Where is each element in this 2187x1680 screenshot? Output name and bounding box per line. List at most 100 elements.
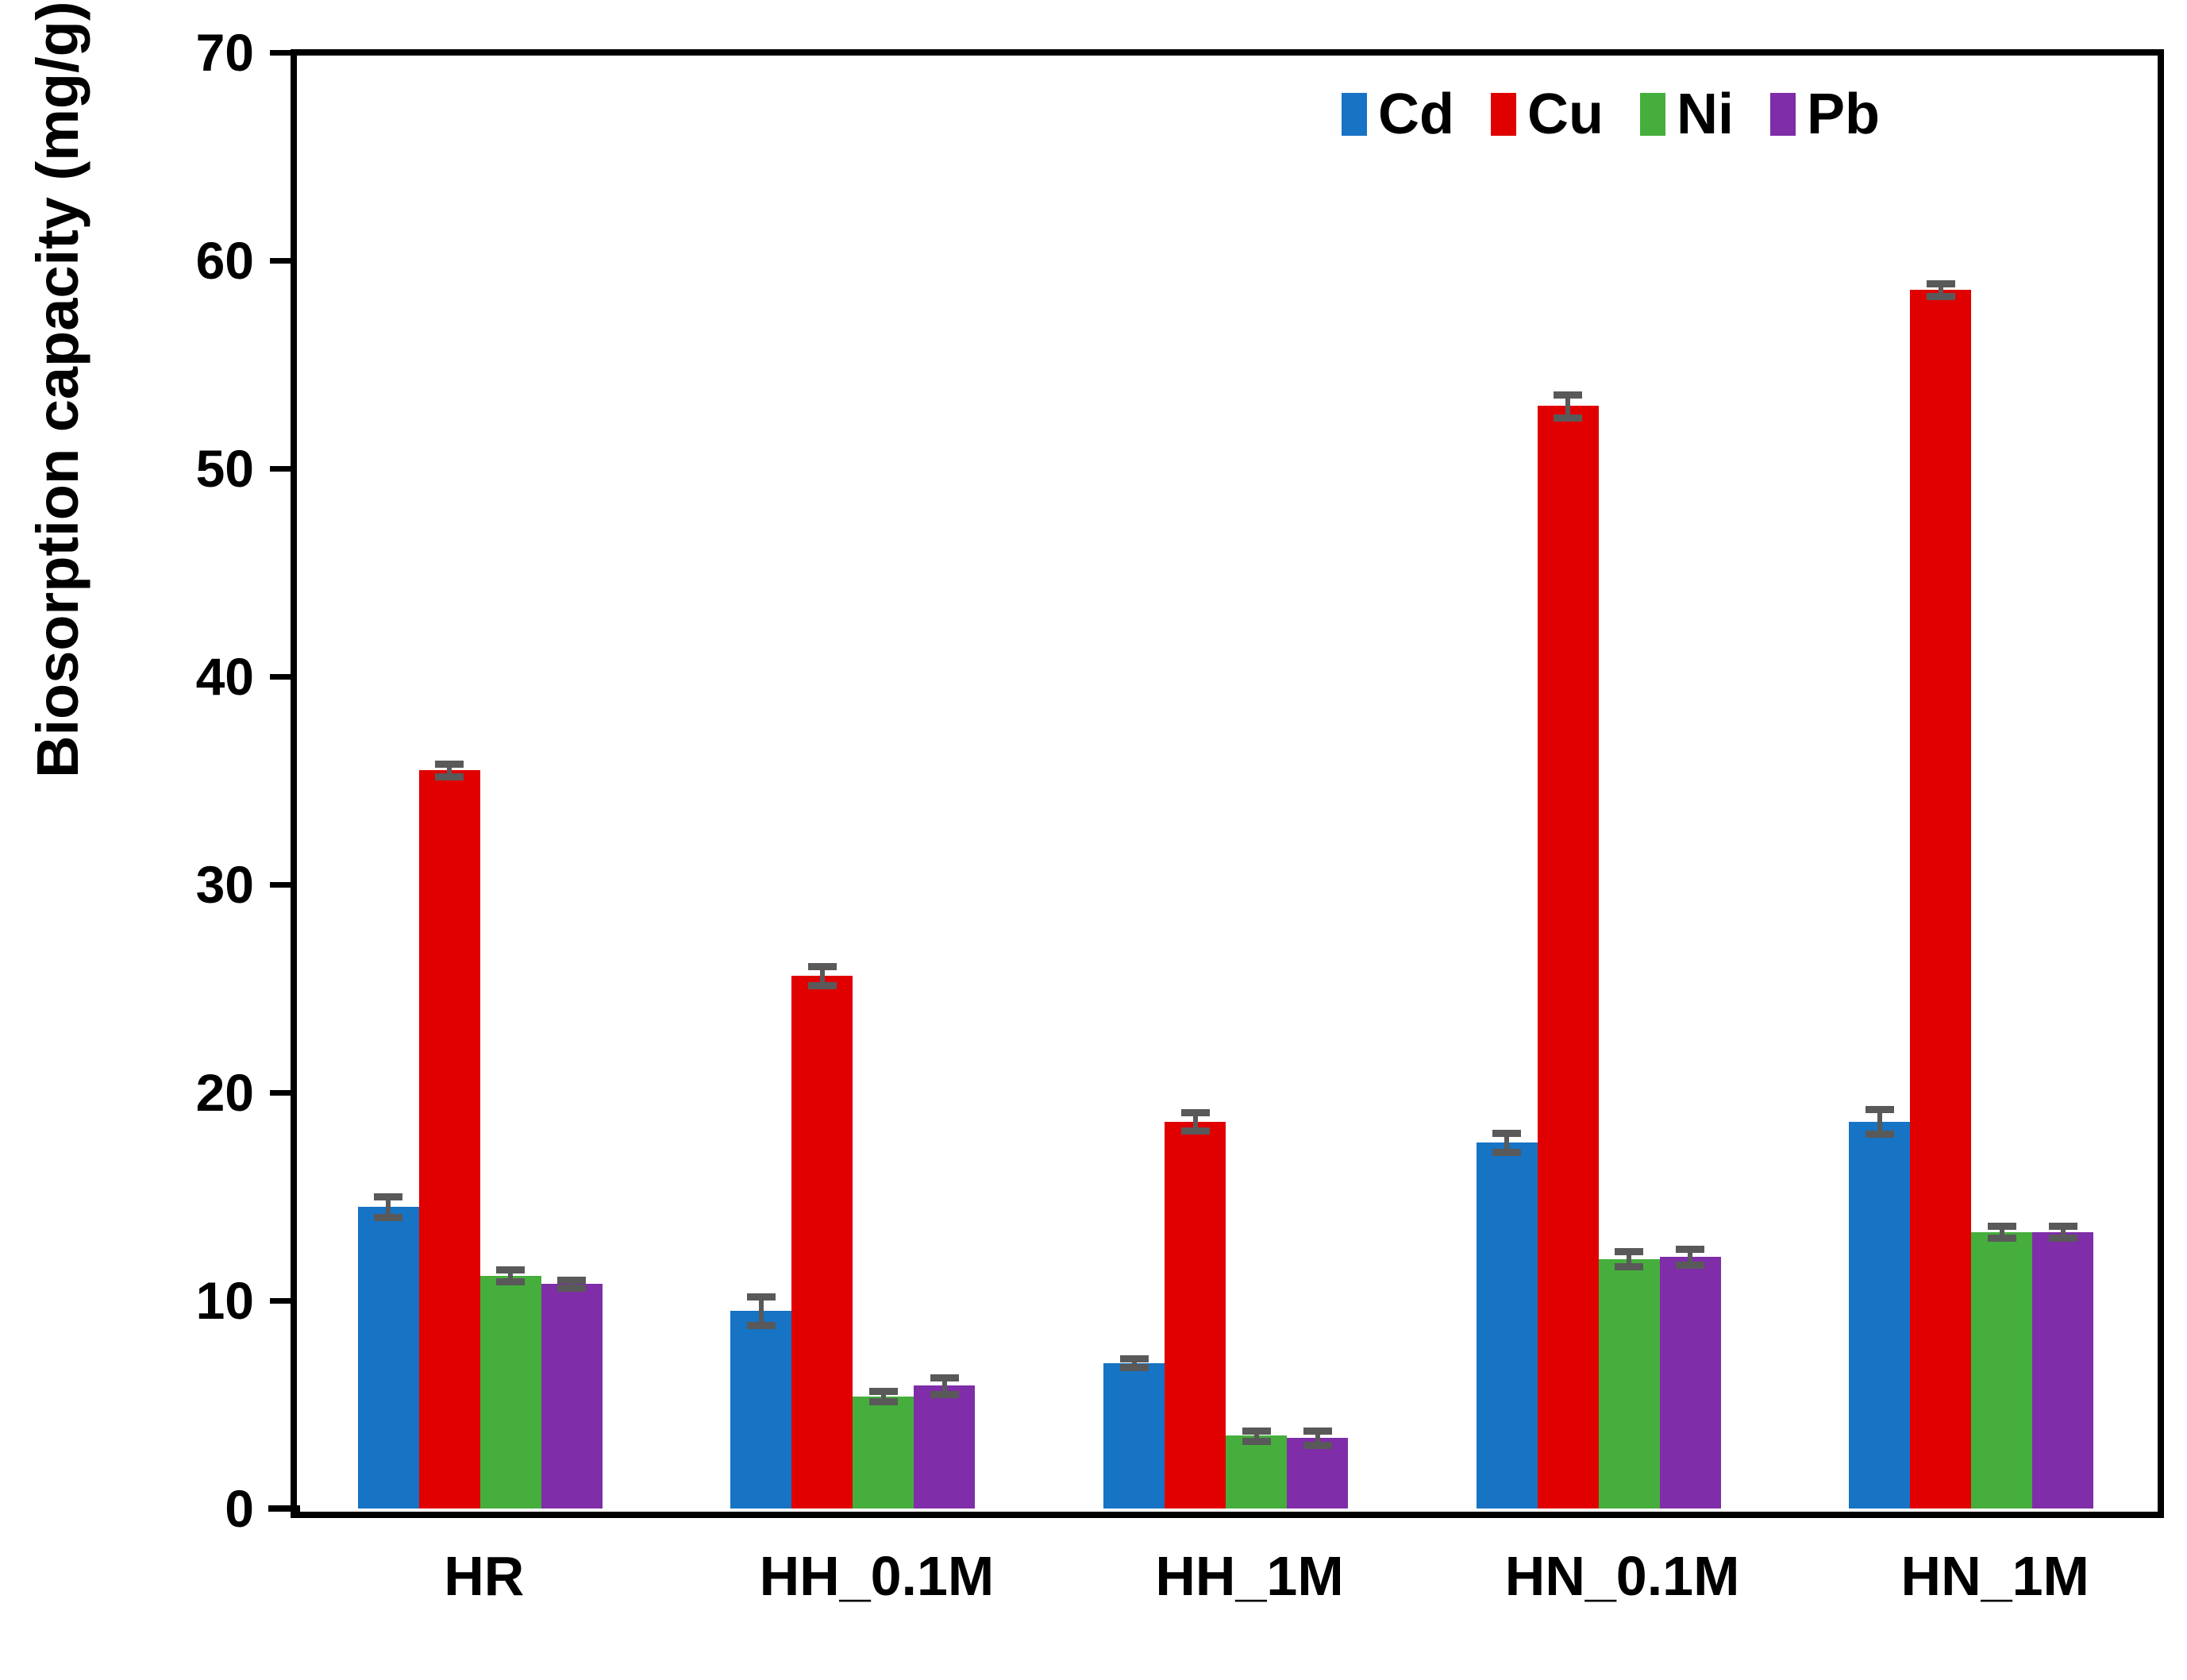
error-bar (447, 764, 452, 776)
error-bar-cap (435, 773, 464, 780)
y-tick-label: 40 (195, 647, 254, 706)
y-tick-label: 0 (225, 1479, 254, 1538)
y-tick-mark (270, 674, 292, 680)
error-bar-cap (1926, 292, 1955, 300)
bar-Pb-HN_1M (2032, 1231, 2094, 1509)
error-bar-cap (1554, 414, 1583, 422)
error-bar-cap (1492, 1130, 1522, 1138)
error-bar-cap (1303, 1442, 1332, 1450)
y-tick-mark (270, 50, 292, 56)
bar-Ni-HH_0.1M (853, 1396, 914, 1509)
error-bar (941, 1377, 947, 1394)
error-bar (758, 1296, 764, 1326)
error-bar-cap (868, 1398, 898, 1406)
error-bar-cap (1865, 1131, 1894, 1139)
error-bar-cap (1676, 1262, 1705, 1270)
x-category-label: HN_1M (1900, 1545, 2089, 1607)
legend-swatch-icon (1639, 93, 1665, 136)
y-tick-label: 70 (195, 23, 254, 82)
error-bar-cap (930, 1390, 959, 1398)
y-axis-title: Biosorption capacity (mg/g) (25, 1, 90, 778)
y-tick-mark (270, 1298, 292, 1304)
error-bar (1131, 1358, 1137, 1367)
bar-Ni-HR (479, 1275, 541, 1509)
error-bar (2060, 1225, 2066, 1239)
bar-Cu-HR (418, 769, 480, 1509)
x-category-label: HR (444, 1545, 525, 1607)
error-bar (819, 966, 825, 986)
error-bar-cap (557, 1276, 587, 1284)
bar-Cu-HH_0.1M (791, 976, 853, 1509)
y-tick-label: 20 (195, 1063, 254, 1122)
legend-label: Cu (1527, 83, 1604, 146)
y-tick-mark (270, 882, 292, 888)
bar-Cu-HN_1M (1910, 289, 1972, 1509)
error-bar-cap (2048, 1222, 2077, 1230)
bar-Ni-HN_0.1M (1598, 1258, 1660, 1509)
error-bar-cap (1865, 1105, 1894, 1113)
error-bar (1504, 1133, 1510, 1152)
error-bar (1192, 1112, 1198, 1131)
legend-swatch-icon (1769, 93, 1796, 136)
error-bar-cap (1987, 1222, 2016, 1230)
error-bar-cap (1119, 1355, 1149, 1363)
error-bar-cap (1180, 1127, 1210, 1135)
legend-item-Cu: Cu (1490, 83, 1604, 146)
y-tick-label: 10 (195, 1271, 254, 1330)
error-bar-cap (1242, 1437, 1271, 1445)
error-bar-cap (807, 963, 837, 971)
error-bar-cap (1119, 1363, 1149, 1371)
legend-label: Pb (1806, 83, 1880, 146)
error-bar-cap (1615, 1262, 1644, 1270)
bar-Cu-HH_1M (1165, 1121, 1226, 1509)
bar-Cd-HN_0.1M (1476, 1142, 1538, 1509)
error-bar-cap (746, 1322, 776, 1330)
error-bar-cap (2048, 1235, 2077, 1243)
error-bar-cap (1554, 391, 1583, 399)
error-bar (880, 1390, 886, 1402)
error-bar (1315, 1430, 1320, 1446)
error-bar-cap (1926, 279, 1955, 287)
y-tick-mark (270, 466, 292, 472)
error-bar-cap (374, 1193, 403, 1200)
bar-Cd-HH_1M (1103, 1362, 1165, 1509)
error-bar-cap (496, 1278, 526, 1286)
error-bar-cap (1242, 1427, 1271, 1435)
legend-swatch-icon (1342, 93, 1367, 136)
error-bar-cap (930, 1374, 959, 1381)
bar-Ni-HH_1M (1226, 1435, 1287, 1509)
error-bar-cap (746, 1293, 776, 1300)
y-tick-label: 30 (195, 855, 254, 914)
x-category-label: HH_0.1M (759, 1545, 995, 1607)
x-category-label: HH_1M (1155, 1545, 1344, 1607)
bar-Pb-HH_1M (1287, 1437, 1348, 1509)
legend-label: Ni (1676, 83, 1734, 146)
bar-Pb-HR (541, 1284, 603, 1509)
bar-Pb-HN_0.1M (1659, 1256, 1721, 1509)
legend-label: Cd (1378, 83, 1454, 146)
plot-area (291, 49, 2164, 1518)
legend-swatch-icon (1490, 93, 1516, 136)
error-bar (569, 1279, 575, 1289)
error-bar (1565, 394, 1571, 418)
error-bar (1938, 283, 1943, 296)
bar-Cd-HR (357, 1207, 419, 1509)
bar-Pb-HH_0.1M (914, 1385, 976, 1509)
error-bar (1688, 1248, 1693, 1266)
y-tick-mark (270, 1506, 292, 1512)
error-bar-cap (1180, 1108, 1210, 1116)
y-tick-label: 60 (195, 231, 254, 290)
y-tick-mark (270, 258, 292, 264)
error-bar (386, 1196, 391, 1218)
error-bar-cap (374, 1214, 403, 1222)
error-bar-cap (1987, 1235, 2016, 1243)
legend-item-Cd: Cd (1342, 86, 1454, 143)
bar-Cd-HN_1M (1849, 1121, 1911, 1509)
legend: Cd Cu Ni Pb (1342, 86, 1880, 143)
error-bar (1999, 1225, 2004, 1239)
error-bar-cap (807, 982, 837, 990)
bar-Cd-HH_0.1M (730, 1311, 792, 1509)
error-bar-cap (557, 1285, 587, 1293)
y-tick-mark (270, 1090, 292, 1096)
